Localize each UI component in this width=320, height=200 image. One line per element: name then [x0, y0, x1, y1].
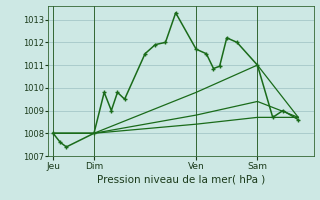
X-axis label: Pression niveau de la mer( hPa ): Pression niveau de la mer( hPa )	[97, 175, 265, 185]
